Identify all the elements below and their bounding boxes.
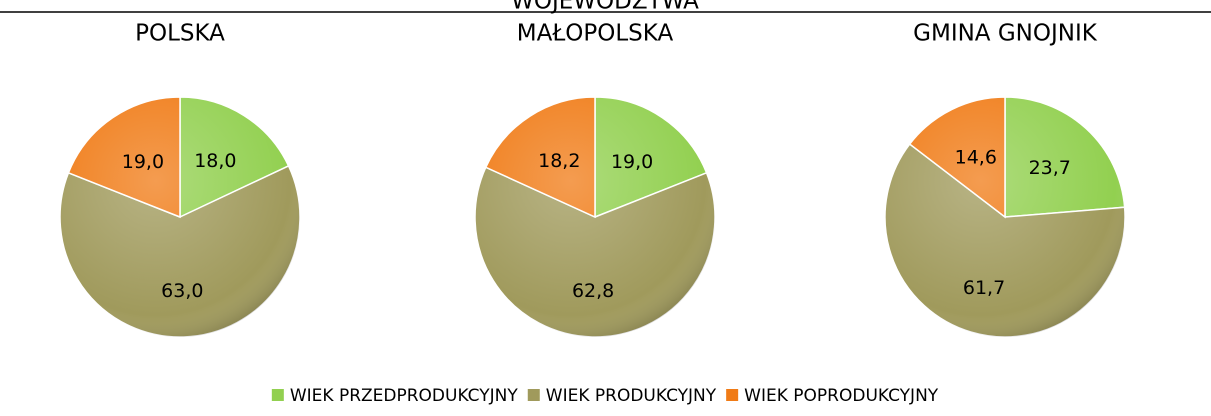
data-label: 19,0	[611, 151, 653, 173]
data-label: 14,6	[955, 146, 997, 168]
legend-label: WIEK PRZEDPRODUKCYJNY	[290, 386, 519, 406]
legend-label: WIEK PRODUKCYJNY	[546, 386, 717, 406]
data-label: 63,0	[161, 280, 203, 302]
data-label: 19,0	[122, 151, 164, 173]
legend-label: WIEK POPRODUKCYJNY	[744, 386, 939, 406]
data-label: 23,7	[1029, 157, 1071, 179]
legend-swatch	[726, 389, 739, 401]
header-text: WOJEWÓDZTWA	[511, 0, 699, 15]
chart-title: GMINA GNOJNIK	[913, 21, 1098, 47]
chart-title: POLSKA	[135, 21, 225, 47]
data-label: 61,7	[963, 277, 1005, 299]
legend-swatch	[527, 389, 540, 401]
legend-swatch	[271, 389, 284, 401]
data-label: 18,0	[194, 150, 236, 172]
chart-title: MAŁOPOLSKA	[517, 21, 674, 47]
data-label: 62,8	[572, 280, 614, 302]
data-label: 18,2	[538, 150, 580, 172]
